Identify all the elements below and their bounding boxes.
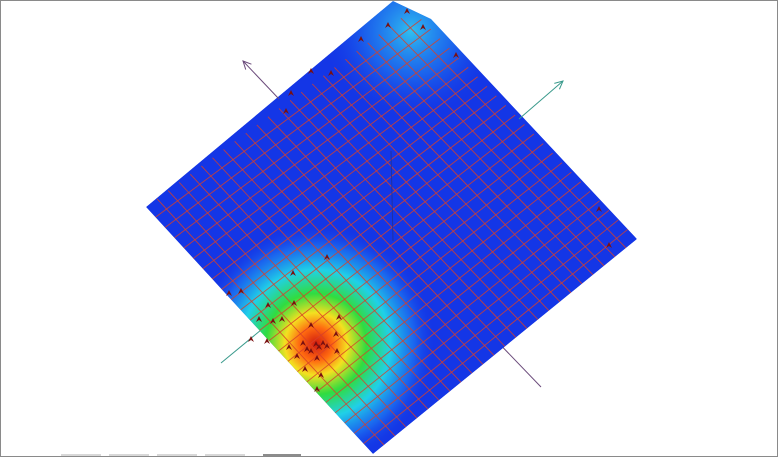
grid-line	[400, 17, 627, 249]
data-marker	[248, 336, 254, 342]
grid-line	[363, 229, 628, 445]
strip-tab[interactable]	[157, 454, 197, 456]
data-marker	[316, 344, 322, 350]
strip-tab[interactable]	[205, 454, 245, 456]
data-marker	[226, 290, 232, 296]
data-marker	[318, 372, 324, 378]
top-glow	[301, 1, 521, 141]
data-marker	[596, 206, 602, 212]
data-marker	[334, 348, 340, 354]
data-marker	[238, 288, 244, 294]
axis-arrow-teal	[518, 80, 564, 120]
axis-arrow-teal-head	[554, 80, 564, 90]
data-marker	[314, 355, 320, 361]
data-marker	[308, 348, 314, 354]
data-marker	[283, 108, 289, 114]
data-marker	[286, 344, 292, 350]
strip-tab[interactable]	[61, 454, 101, 456]
data-marker	[308, 68, 314, 74]
data-marker	[328, 70, 334, 76]
data-marker	[288, 90, 294, 96]
data-marker	[279, 316, 285, 322]
data-marker	[420, 24, 426, 30]
grid-line	[334, 200, 600, 414]
data-marker	[300, 340, 306, 346]
data-marker	[265, 302, 271, 308]
data-marker	[304, 346, 310, 352]
data-marker	[290, 270, 296, 276]
data-marker	[333, 331, 339, 337]
data-marker	[302, 366, 308, 372]
data-marker	[294, 353, 300, 359]
bottom-tab-strip	[1, 453, 777, 456]
data-marker	[606, 242, 612, 248]
data-marker	[336, 314, 342, 320]
data-marker	[453, 52, 459, 58]
axis-arrow-purple-head	[242, 60, 252, 70]
strip-tab[interactable]	[109, 454, 149, 456]
data-marker	[324, 343, 330, 349]
grid-line	[378, 34, 605, 267]
data-marker	[313, 341, 319, 347]
axis-arrow-purple	[242, 60, 280, 100]
strip-tab-active[interactable]	[263, 454, 301, 456]
data-marker	[308, 322, 314, 328]
data-marker	[404, 8, 410, 14]
grid-line	[389, 26, 616, 258]
data-markers	[226, 8, 612, 392]
center-axis	[390, 150, 394, 242]
data-marker	[270, 318, 276, 324]
hotspot	[151, 201, 481, 454]
grid-line	[353, 219, 619, 434]
data-marker	[385, 22, 391, 28]
grid-line	[344, 210, 610, 424]
data-marker	[314, 386, 320, 392]
data-marker	[264, 338, 270, 344]
data-marker	[358, 36, 364, 42]
data-marker	[320, 340, 326, 346]
data-marker	[291, 300, 297, 306]
surface-grid	[155, 17, 628, 446]
axes	[242, 60, 564, 120]
heatmap-surface	[146, 1, 637, 454]
data-marker	[256, 316, 262, 322]
data-marker	[324, 254, 330, 260]
